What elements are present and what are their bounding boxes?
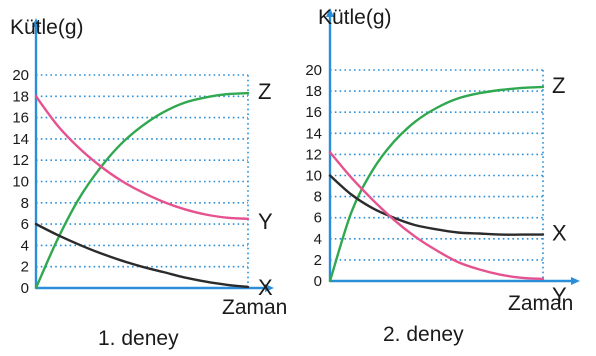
y-tick-label: 0 — [314, 273, 322, 290]
series-lines — [328, 85, 545, 283]
grid — [36, 74, 249, 288]
y-tick-label: 16 — [12, 110, 29, 127]
series-label-z: Z — [258, 79, 271, 104]
y-tick-label: 2 — [21, 259, 29, 276]
y-tick-label: 10 — [12, 174, 29, 191]
axes — [326, 8, 580, 285]
series-lines — [34, 91, 250, 290]
chart-panel-2: 0 2 4 6 8 10 12 14 16 18 20 Z X Y Kütle(g) Zaman 2. … — [305, 6, 580, 346]
y-tick-label: 18 — [12, 88, 29, 105]
x-axis-title: Zaman — [222, 296, 287, 319]
x-axis-title: Zaman — [508, 292, 573, 315]
y-tick-label: 14 — [12, 131, 29, 148]
series-line-y — [34, 95, 250, 220]
y-tick-label: 18 — [305, 83, 322, 100]
series-line-x — [34, 222, 250, 289]
y-tick-label: 14 — [305, 125, 322, 142]
y-tick-label: 6 — [21, 216, 29, 233]
y-tick-label: 4 — [21, 237, 29, 254]
y-tick-labels: 0 2 4 6 8 10 12 14 16 18 20 — [305, 62, 322, 290]
series-labels: Z X Y — [552, 73, 567, 308]
grid — [330, 69, 544, 281]
series-line-z — [328, 85, 545, 283]
y-tick-label: 8 — [314, 189, 322, 206]
y-tick-label: 20 — [305, 62, 322, 79]
series-label-x: X — [552, 221, 567, 246]
y-tick-label: 12 — [305, 146, 322, 163]
y-tick-label: 16 — [305, 104, 322, 121]
chart-caption: 2. deney — [383, 323, 464, 346]
y-tick-label: 8 — [21, 195, 29, 212]
series-line-x — [328, 174, 545, 236]
axes — [32, 18, 274, 292]
y-axis-title: Kütle(g) — [10, 16, 84, 39]
series-line-y — [328, 151, 545, 281]
y-tick-label: 4 — [314, 231, 322, 248]
y-tick-labels: 0 2 4 6 8 10 12 14 16 18 20 — [12, 67, 29, 297]
y-tick-label: 2 — [314, 252, 322, 269]
chart-caption: 1. deney — [98, 327, 179, 350]
y-tick-label: 6 — [314, 210, 322, 227]
series-label-z: Z — [552, 73, 565, 98]
y-tick-label: 12 — [12, 152, 29, 169]
y-tick-label: 10 — [305, 168, 322, 185]
series-labels: Z Y X — [258, 79, 273, 300]
series-label-x: X — [258, 275, 273, 300]
y-tick-label: 20 — [12, 67, 29, 84]
y-axis-title: Kütle(g) — [318, 6, 392, 29]
series-label-y: Y — [552, 283, 567, 308]
chart-panel-1: 0 2 4 6 8 10 12 14 16 18 20 Z Y X Kütle(g) Zaman 1. … — [10, 16, 287, 350]
series-label-y: Y — [258, 209, 273, 234]
series-line-z — [34, 91, 250, 290]
y-tick-label: 0 — [21, 280, 29, 297]
